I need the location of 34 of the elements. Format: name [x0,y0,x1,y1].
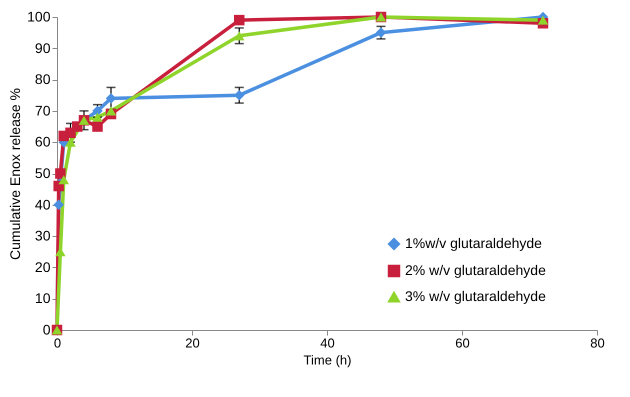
y-tick-label: 50 [34,165,51,181]
y-tick-label: 0 [42,322,51,338]
x-tick-label: 40 [320,336,335,350]
legend-label: 2% w/v glutaraldehyde [405,262,546,278]
point [106,106,116,116]
point [92,121,103,132]
point [58,175,69,184]
x-tick-label: 0 [54,336,62,350]
y-tick-label: 40 [34,196,51,212]
y-tick-label: 70 [34,102,51,118]
x-tick-label: 60 [455,336,470,350]
y-tick-label: 60 [34,134,51,150]
point [234,31,244,40]
y-tick-label: 80 [34,71,51,88]
point [92,112,103,122]
y-tick-label: 30 [34,228,51,244]
point [538,16,548,25]
y-tick-label: 100 [27,8,51,24]
point [106,93,116,104]
x-axis-title: Time (h) [304,352,352,368]
y-tick-label: 90 [34,40,51,56]
x-tick-label: 20 [185,336,200,350]
legend-label: 1%w/v glutaraldehyde [405,235,542,251]
point [376,27,386,38]
point [55,168,66,179]
y-tick-label: 20 [34,258,51,275]
x-tick-label: 80 [590,336,605,350]
point [234,14,244,26]
legend-label: 3% w/v glutaraldehyde [405,288,546,304]
y-tick-label: 10 [34,290,51,306]
y-axis-title: Cumulative Enox release % [7,88,24,260]
point [53,200,64,210]
point [65,138,76,147]
point [234,90,244,100]
